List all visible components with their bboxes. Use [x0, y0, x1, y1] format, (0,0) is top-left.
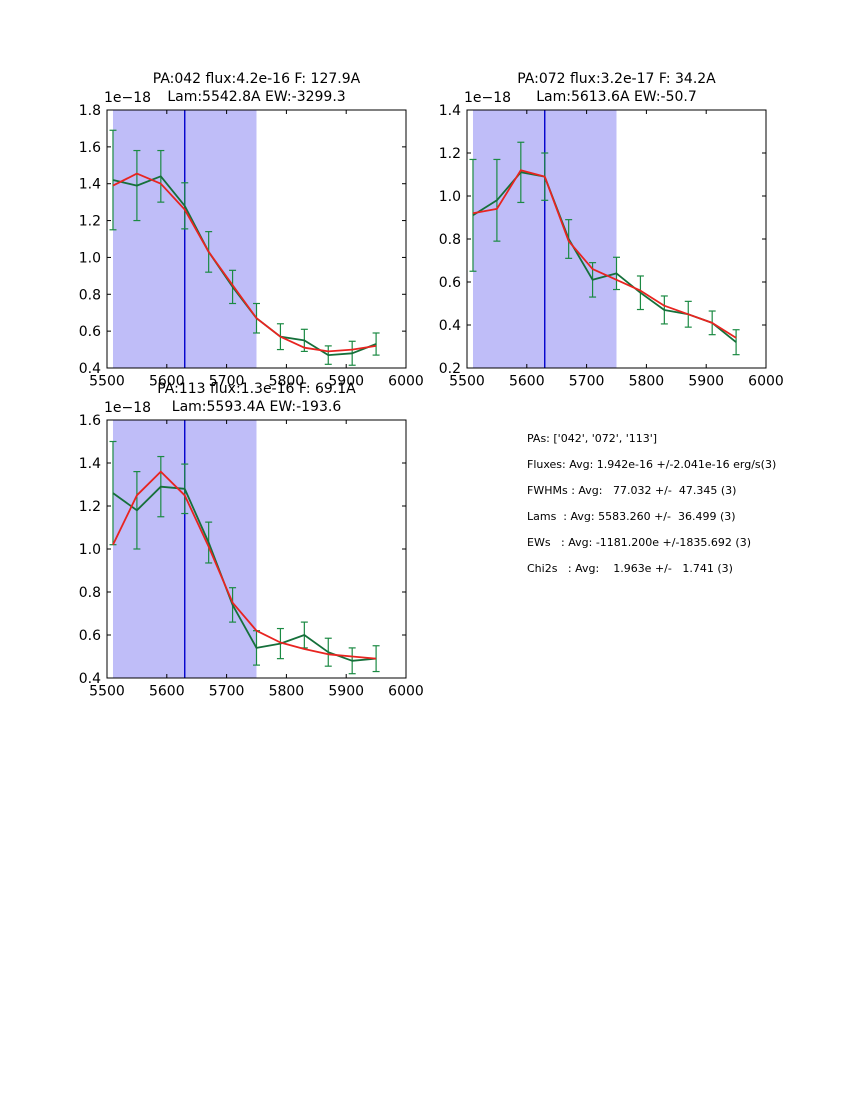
summary-line-fwhms: FWHMs : Avg: 77.032 +/- 47.345 (3) [527, 484, 737, 497]
data-line [112, 485, 377, 662]
plot-area-pa-042: 5500 5600 5700 5800 5900 6000 0.4 0.6 0.8 1.0 1.2 1… [79, 103, 424, 390]
summary-line-ews: EWs : Avg: -1181.200e +/-1835.692 (3) [527, 536, 752, 549]
y-tick-label: 1.0 [79, 250, 101, 266]
subplot-title: PA:113 flux:1.3e-16 F: 69.1A Lam:5593.4A… [107, 380, 406, 416]
x-tick-label: 5900 [328, 374, 364, 390]
y-tick-label: 1.6 [79, 413, 101, 429]
y-tick-label: 1.8 [79, 103, 101, 119]
y-tick-label: 0.8 [439, 232, 461, 248]
y-tick-label: 1.4 [79, 456, 101, 472]
plot-area-pa-072: 5500 5600 5700 5800 5900 6000 0.2 0.4 0.6 0.8 1.0 1… [439, 103, 784, 390]
fit-line [472, 169, 737, 339]
subplot-title-line2: Lam:5593.4A EW:-193.6 [171, 399, 342, 415]
x-tick-label: 5500 [449, 374, 485, 390]
subplot-title-line1: PA:113 flux:1.3e-16 F: 69.1A [157, 381, 356, 397]
y-axis-offset-label: 1e−18 [464, 90, 512, 106]
subplot-title-line1: PA:072 flux:3.2e-17 F: 34.2A [517, 71, 716, 87]
x-tick-label: 5600 [149, 684, 185, 700]
y-tick-label: 1.2 [79, 499, 101, 515]
y-tick-label: 1.0 [439, 189, 461, 205]
summary-line-pas: PAs: ['042', '072', '113'] [527, 432, 658, 445]
x-tick-label: 5800 [269, 684, 305, 700]
x-tick-label: 6000 [388, 684, 424, 700]
y-tick-label: 0.4 [79, 361, 101, 377]
x-tick-label: 5800 [629, 374, 665, 390]
x-tick-label: 5600 [509, 374, 545, 390]
plot-area-pa-113: 5500 5600 5700 5800 5900 6000 0.4 0.6 0.8 1.0 1.2 1… [79, 413, 424, 700]
fit-line [112, 172, 377, 353]
y-tick-label: 0.4 [79, 671, 101, 687]
y-tick-label: 1.6 [79, 140, 101, 156]
y-tick-label: 0.8 [79, 585, 101, 601]
y-tick-label: 0.6 [79, 628, 101, 644]
y-tick-label: 1.2 [439, 146, 461, 162]
y-tick-label: 0.4 [439, 318, 461, 334]
x-tick-label: 5600 [149, 374, 185, 390]
x-tick-label: 5500 [89, 374, 125, 390]
error-bar [469, 158, 477, 272]
y-tick-label: 1.0 [79, 542, 101, 558]
y-tick-label: 0.2 [439, 361, 461, 377]
x-tick-label: 5800 [269, 374, 305, 390]
y-axis-offset-label: 1e−18 [104, 90, 152, 106]
axis-frame [106, 109, 407, 369]
x-tick-label: 5700 [569, 374, 605, 390]
subplot-title: PA:072 flux:3.2e-17 F: 34.2A Lam:5613.6A… [467, 70, 766, 106]
fit-line [112, 470, 377, 660]
summary-line-lams: Lams : Avg: 5583.260 +/- 36.499 (3) [527, 510, 736, 523]
summary-line-fluxes: Fluxes: Avg: 1.942e-16 +/-2.041e-16 erg/… [527, 458, 777, 471]
x-tick-label: 5700 [209, 684, 245, 700]
summary-panel: PAs: ['042', '072', '113'] Fluxes: Avg: … [527, 426, 776, 582]
y-tick-label: 0.8 [79, 287, 101, 303]
y-tick-label: 0.6 [439, 275, 461, 291]
x-tick-label: 6000 [748, 374, 784, 390]
subplot-title-line2: Lam:5542.8A EW:-3299.3 [167, 89, 346, 105]
subplot-title-line1: PA:042 flux:4.2e-16 F: 127.9A [152, 71, 361, 87]
x-tick-label: 6000 [388, 374, 424, 390]
x-tick-label: 5900 [688, 374, 724, 390]
subplot-title: PA:042 flux:4.2e-16 F: 127.9A Lam:5542.8… [107, 70, 406, 106]
y-tick-label: 1.4 [79, 177, 101, 193]
error-bar [109, 129, 117, 231]
subplot-title-line2: Lam:5613.6A EW:-50.7 [536, 89, 697, 105]
y-axis-offset-label: 1e−18 [104, 400, 152, 416]
error-bar [109, 440, 117, 546]
y-tick-label: 1.4 [439, 103, 461, 119]
y-tick-label: 0.6 [79, 324, 101, 340]
y-tick-label: 1.2 [79, 214, 101, 230]
summary-line-chi2s: Chi2s : Avg: 1.963e +/- 1.741 (3) [527, 562, 733, 575]
x-tick-label: 5700 [209, 374, 245, 390]
x-tick-label: 5500 [89, 684, 125, 700]
x-tick-label: 5900 [328, 684, 364, 700]
